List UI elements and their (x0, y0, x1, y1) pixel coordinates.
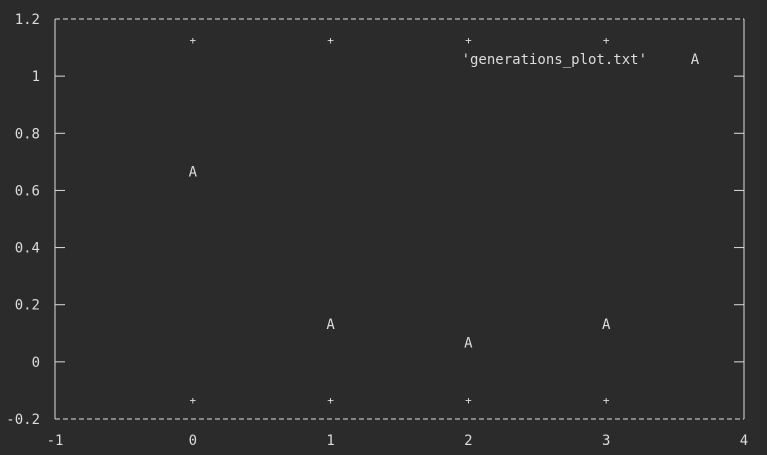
x-tick-label: 1 (326, 433, 334, 449)
y-tick-label: -0.2 (6, 412, 40, 428)
x-tick-label: 3 (602, 433, 610, 449)
y-tick-label: 0.8 (15, 126, 40, 142)
x-tick-mark-top: + (189, 34, 196, 47)
data-point: A (326, 317, 335, 333)
legend-marker: A (691, 52, 700, 68)
x-tick-mark-bottom: + (327, 394, 334, 407)
x-tick-label: -1 (47, 433, 64, 449)
data-points: A A A A (189, 164, 611, 351)
y-tick-label: 1.2 (15, 12, 40, 28)
y-tick-label: 0.6 (15, 183, 40, 199)
x-tick-mark-bottom: + (465, 394, 472, 407)
y-tick-label: 0 (32, 355, 40, 371)
legend: 'generations_plot.txt' A (462, 52, 700, 68)
data-point: A (189, 164, 198, 180)
x-tick-label: 0 (189, 433, 197, 449)
x-tick-label: 4 (740, 433, 748, 449)
legend-label: 'generations_plot.txt' (462, 52, 647, 68)
x-tick-mark-top: + (327, 34, 334, 47)
x-axis-ticks: -1 0 + +1 + +2 + +3 + +4 (47, 34, 749, 449)
plot-frame (54, 18, 745, 420)
data-point: A (602, 317, 611, 333)
x-tick-label: 2 (464, 433, 472, 449)
x-tick-mark-bottom: + (603, 394, 610, 407)
y-axis-ticks: -0.2 0 0.2 0.4 0.6 0.8 1 1.2 (6, 12, 744, 428)
x-tick-mark-bottom: + (189, 394, 196, 407)
y-tick-label: 0.4 (15, 241, 40, 257)
x-tick-mark-top: + (603, 34, 610, 47)
y-tick-label: 0.2 (15, 298, 40, 314)
data-point: A (464, 336, 473, 352)
y-tick-label: 1 (32, 69, 40, 85)
x-tick-mark-top: + (465, 34, 472, 47)
